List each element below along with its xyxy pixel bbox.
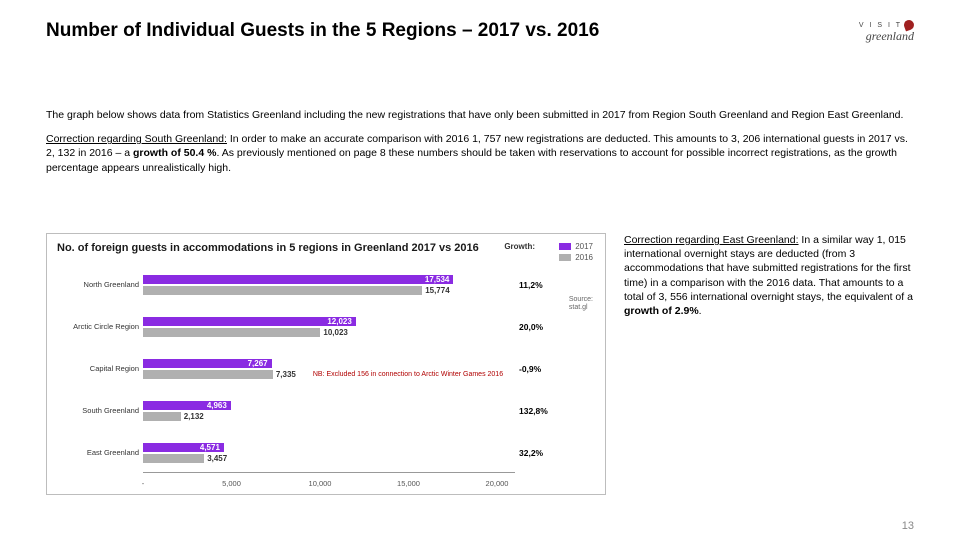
bar-label-2017: 4,963 <box>207 401 227 410</box>
intro-p1: The graph below shows data from Statisti… <box>46 108 914 122</box>
side-note: Correction regarding East Greenland: In … <box>624 233 914 518</box>
bar-label-2016: 7,335 <box>276 370 296 379</box>
bar-2016 <box>143 412 181 421</box>
legend-swatch <box>559 243 571 250</box>
category-label: North Greenland <box>53 281 139 289</box>
intro-p2-bold: growth of 50.4 % <box>133 147 216 159</box>
x-axis-line <box>143 472 515 473</box>
category-label: Arctic Circle Region <box>53 323 139 331</box>
legend-swatch <box>559 254 571 261</box>
category-label: South Greenland <box>53 407 139 415</box>
bar-label-2016: 15,774 <box>425 286 449 295</box>
side-lead: Correction regarding East Greenland: <box>624 234 799 246</box>
bar-2016 <box>143 328 320 337</box>
bar-label-2017: 4,571 <box>200 443 220 452</box>
bar-label-2016: 2,132 <box>184 412 204 421</box>
chart-container: No. of foreign guests in accommodations … <box>46 233 606 495</box>
legend-label: 2016 <box>575 253 593 262</box>
category-label: Capital Region <box>53 365 139 373</box>
bar-2016 <box>143 454 204 463</box>
legend-item: 2017 <box>559 242 593 251</box>
growth-value: 32,2% <box>519 448 543 458</box>
growth-value: 11,2% <box>519 280 543 290</box>
legend-item: 2016 <box>559 253 593 262</box>
bar-label-2016: 10,023 <box>323 328 347 337</box>
bar-label-2017: 7,267 <box>248 359 268 368</box>
growth-column: 11,2% 20,0% -0,9% 132,8% 32,2% <box>519 264 595 474</box>
intro-block: The graph below shows data from Statisti… <box>46 108 914 185</box>
x-tick: - <box>142 479 145 488</box>
nb-note: NB: Excluded 156 in connection to Arctic… <box>313 371 503 378</box>
x-tick: 5,000 <box>222 479 241 488</box>
bar-2016 <box>143 286 422 295</box>
x-tick: 15,000 <box>397 479 420 488</box>
legend-label: 2017 <box>575 242 593 251</box>
growth-header: Growth: <box>504 242 535 251</box>
intro-p2-lead: Correction regarding South Greenland: <box>46 133 227 145</box>
page-title: Number of Individual Guests in the 5 Reg… <box>46 20 599 42</box>
x-axis: - 5,000 10,000 15,000 20,000 <box>143 474 515 488</box>
bar-label-2016: 3,457 <box>207 454 227 463</box>
bar-2016 <box>143 370 273 379</box>
side-rest-b: . <box>699 305 702 317</box>
intro-p2: Correction regarding South Greenland: In… <box>46 132 914 175</box>
bar-2017 <box>143 275 453 284</box>
category-labels: North Greenland Arctic Circle Region Capit… <box>53 264 141 474</box>
plot-area: 17,534 15,774 12,023 10,023 7,267 7,335 NB: Ex… <box>143 264 515 474</box>
brand-logo: V I S I T greenland <box>859 20 914 42</box>
chart-legend: 2017 2016 <box>559 242 593 264</box>
logo-line1: V I S I T <box>859 22 902 29</box>
bar-label-2017: 17,534 <box>425 275 449 284</box>
growth-value: -0,9% <box>519 364 541 374</box>
bar-2017 <box>143 317 356 326</box>
category-label: East Greenland <box>53 449 139 457</box>
growth-value: 132,8% <box>519 406 548 416</box>
x-tick: 20,000 <box>486 479 509 488</box>
growth-value: 20,0% <box>519 322 543 332</box>
x-tick: 10,000 <box>309 479 332 488</box>
page-number: 13 <box>902 520 914 532</box>
bar-label-2017: 12,023 <box>327 317 351 326</box>
side-bold: growth of 2.9% <box>624 305 699 317</box>
